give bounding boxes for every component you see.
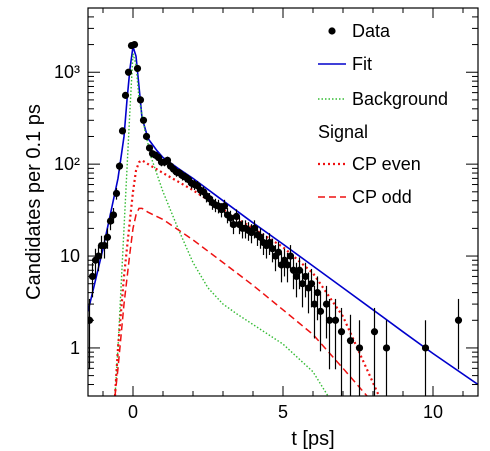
data-point	[220, 202, 229, 210]
y-tick-label: 10²	[54, 154, 80, 174]
axes-layer: 0 5 10 1 10 10² 10³ t [ps] Candidates per 0.1 ps	[23, 7, 479, 450]
data-point	[325, 316, 334, 324]
data-point	[337, 328, 346, 336]
curves-layer	[88, 46, 478, 396]
cp-even-curve	[113, 158, 381, 396]
data-point	[109, 211, 118, 219]
data-point	[289, 266, 298, 274]
data-point	[355, 344, 364, 352]
data-point	[250, 224, 259, 232]
x-tick-label: 0	[128, 402, 138, 422]
data-point	[124, 68, 133, 76]
data-point	[136, 96, 145, 104]
data-point	[133, 64, 142, 73]
cp-odd-curve	[114, 207, 368, 396]
y-tick-label: 10³	[54, 62, 80, 82]
fit-curve	[88, 46, 478, 386]
data-point	[346, 337, 355, 345]
data-point	[103, 233, 112, 241]
data-points-layer	[88, 40, 463, 396]
data-point	[307, 280, 316, 288]
data-point	[112, 189, 121, 198]
y-tick-label: 1	[70, 338, 80, 358]
data-point	[229, 220, 238, 229]
legend: Data Fit Background Signal CP even CP odd	[318, 21, 448, 207]
data-point	[421, 344, 430, 352]
data-point	[310, 300, 319, 308]
y-tick-label: 10	[60, 246, 80, 266]
data-point	[100, 241, 109, 250]
data-point	[139, 116, 148, 124]
legend-data-marker	[328, 27, 336, 35]
data-point	[232, 212, 241, 220]
data-point	[322, 300, 331, 308]
data-point	[292, 272, 301, 281]
legend-cp-odd-label: CP odd	[352, 187, 412, 207]
data-point	[118, 127, 127, 135]
data-point	[295, 266, 304, 274]
data-point	[226, 214, 235, 222]
data-point	[256, 233, 265, 241]
data-point	[301, 272, 310, 281]
data-point	[106, 217, 115, 225]
y-axis-title: Candidates per 0.1 ps	[23, 104, 45, 300]
x-tick-label: 10	[423, 402, 443, 422]
legend-fit-label: Fit	[352, 54, 372, 74]
legend-data-label: Data	[352, 21, 391, 41]
data-point	[298, 280, 307, 288]
data-point	[283, 261, 292, 269]
data-point	[130, 40, 139, 49]
legend-background-label: Background	[352, 89, 448, 109]
data-point	[331, 316, 340, 324]
data-point	[268, 245, 277, 253]
data-point	[274, 248, 283, 256]
data-point	[286, 252, 295, 260]
data-point	[121, 91, 130, 99]
data-point	[145, 144, 154, 152]
data-point	[382, 344, 391, 352]
data-point	[163, 156, 172, 164]
data-point	[142, 132, 151, 141]
legend-cp-even-label: CP even	[352, 154, 421, 174]
data-point	[115, 162, 124, 170]
x-tick-label: 5	[278, 402, 288, 422]
data-point	[265, 239, 274, 247]
data-point	[313, 289, 322, 297]
plot-frame	[87, 7, 479, 397]
background-curve	[114, 53, 329, 396]
legend-signal-header: Signal	[318, 122, 368, 142]
data-point	[370, 328, 379, 336]
data-point	[316, 307, 325, 315]
data-point	[454, 316, 463, 324]
x-axis-title: t [ps]	[291, 428, 334, 450]
